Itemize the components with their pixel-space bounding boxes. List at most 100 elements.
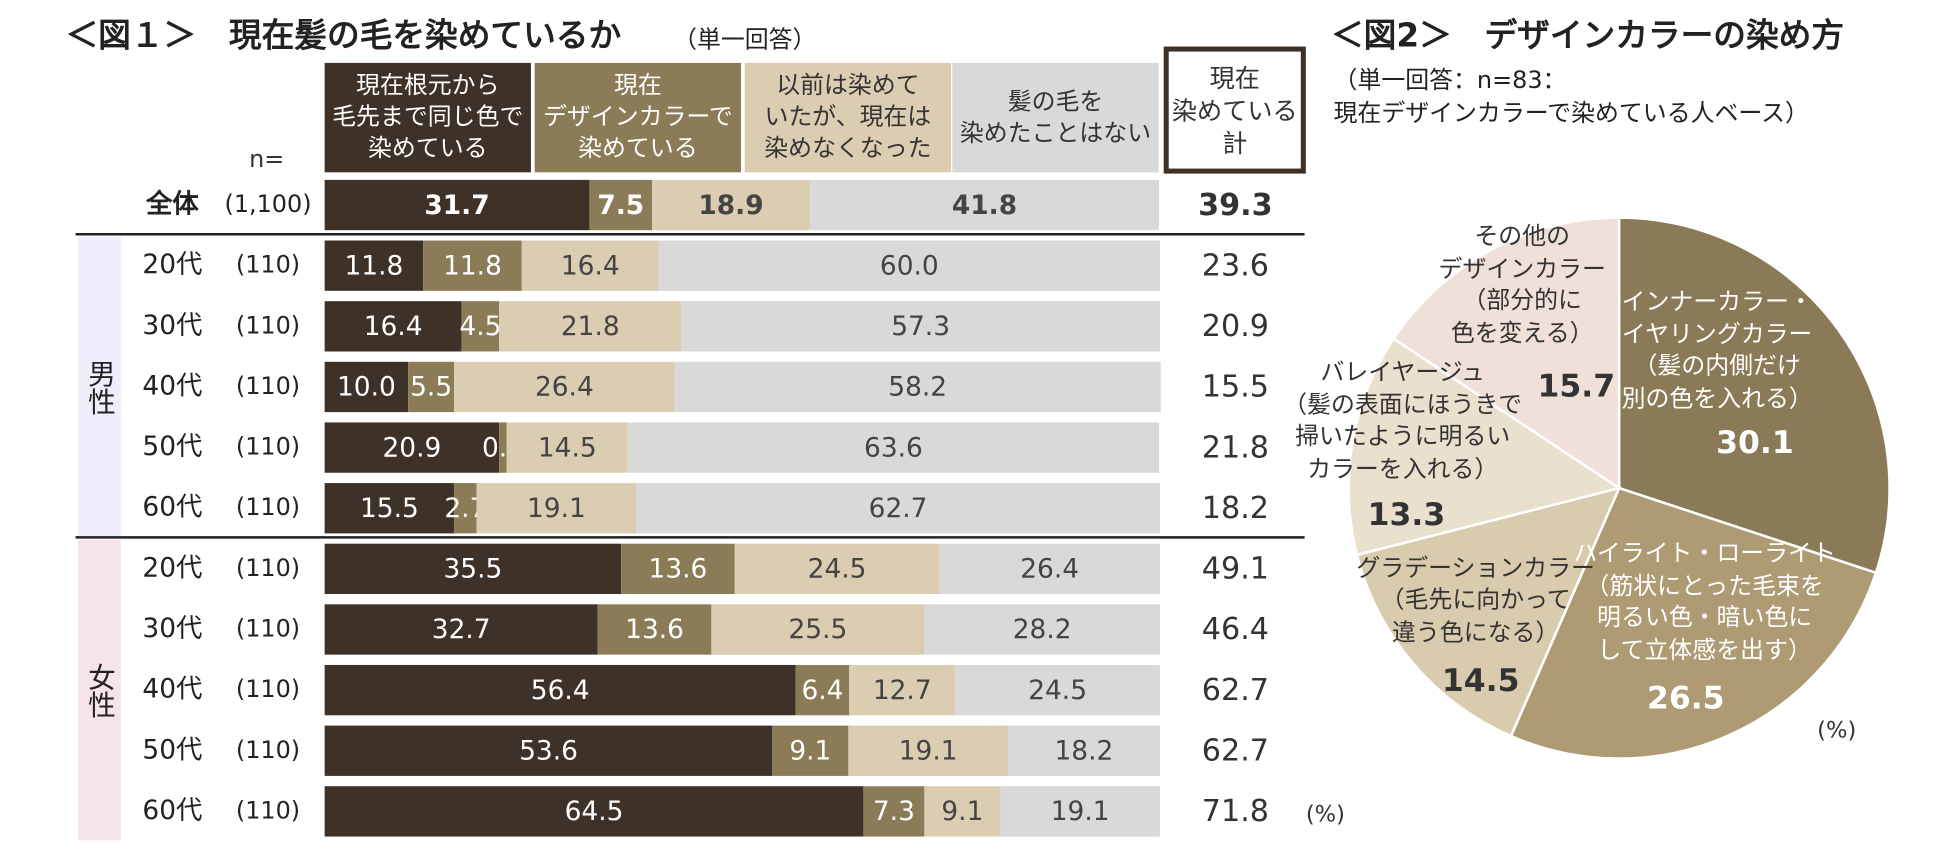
total-value: 20.9 [1202, 309, 1269, 344]
category-label: 50代 [142, 431, 202, 462]
pie-slice [1355, 486, 1622, 738]
bar-segment [324, 361, 409, 413]
chart-title: ＜図2＞ デザインカラーの染め方 [1331, 17, 1844, 55]
total-header: 現在 染めている 計 [1171, 62, 1298, 158]
value-label: 10.0 [337, 372, 396, 403]
bar-segment [324, 179, 590, 231]
bar-segment [772, 725, 849, 776]
group-label: 男性 [83, 359, 115, 415]
slice-value: 13.3 [1368, 497, 1446, 533]
legend-label-box: 以前は染めて いたが、現在は 染めなくなった [764, 72, 931, 163]
value-label: 24.5 [808, 554, 867, 585]
value-label: 28.2 [1013, 614, 1072, 645]
slice-label-box: グラデーションカラー （毛先に向かって 違う色になる） [1356, 554, 1595, 646]
n-label: (1,100) [224, 190, 311, 218]
bar-segment [597, 604, 712, 655]
group-label: 女性 [83, 662, 115, 718]
total-value: 15.5 [1202, 370, 1269, 405]
category-label: 20代 [142, 249, 202, 280]
value-label: 20.9 [383, 432, 442, 463]
value-label: 4.5 [459, 311, 501, 342]
bar-segment [955, 664, 1160, 716]
value-label: 58.2 [888, 372, 947, 403]
value-label: 11.8 [345, 250, 404, 281]
bar-segment [408, 361, 455, 413]
total-value: 21.8 [1202, 430, 1269, 465]
value-label: 26.4 [535, 372, 594, 403]
bar-segment [454, 483, 477, 534]
category-label: 30代 [142, 613, 202, 644]
value-label: 13.6 [649, 554, 708, 585]
slice-value: 30.1 [1716, 425, 1794, 461]
slice-label: その他の デザインカラー （部分的に 色を変える） [1438, 222, 1606, 347]
value-label: 9.1 [789, 736, 831, 767]
bar-segment [681, 301, 1160, 352]
bar-segment [674, 361, 1161, 413]
value-label: 18.9 [698, 190, 763, 221]
legend-swatch [324, 62, 531, 173]
legend-swatch [744, 62, 952, 173]
category-label: 60代 [142, 795, 202, 826]
bar-segment [636, 483, 1160, 534]
total-value: 62.7 [1202, 734, 1269, 769]
value-label: 11.8 [443, 250, 502, 281]
n-label: (110) [236, 372, 300, 400]
pie-slice [1617, 216, 1891, 575]
value-label: 32.7 [432, 614, 491, 645]
value-label: 57.3 [891, 311, 950, 342]
category-label: 40代 [142, 674, 202, 705]
n-label: (110) [236, 736, 300, 764]
bar-segment [324, 786, 864, 837]
group-label-box: 女性 [83, 662, 115, 718]
value-label: 56.4 [531, 675, 590, 706]
n-header: n= [249, 145, 284, 173]
n-label: (110) [236, 311, 300, 339]
value-label: 13.6 [625, 614, 684, 645]
category-label: 50代 [142, 734, 202, 765]
bar-segment [521, 240, 659, 291]
bar-segment [849, 664, 956, 716]
total-value: 46.4 [1202, 612, 1269, 647]
bar-segment [658, 240, 1160, 291]
value-label: 16.4 [364, 311, 423, 342]
value-label: 12.7 [873, 675, 932, 706]
bar-segment [627, 422, 1160, 473]
n-label: (110) [236, 675, 300, 703]
bar-segment [476, 483, 637, 534]
legend-swatch [952, 62, 1159, 173]
value-label: 21.8 [561, 311, 620, 342]
bar-segment [499, 301, 682, 352]
value-label: 19.1 [899, 736, 958, 767]
total-header-box: 現在 染めている 計 [1171, 62, 1298, 158]
n-label: (110) [236, 493, 300, 521]
chart-subtitle-box: （単一回答：n=83： 現在デザインカラーで染めている人ベース） [1334, 67, 1809, 127]
bar-segment [499, 422, 507, 473]
value-label: 63.6 [864, 432, 923, 463]
value-label: 31.7 [424, 190, 489, 221]
total-header-frame [1163, 46, 1306, 174]
bar-segment [652, 179, 810, 231]
bar-segment [734, 543, 940, 595]
slice-label: バレイヤージュ （髪の表面にほうきで 掃いたように明るい カラーを入れる） [1283, 358, 1523, 483]
value-label: 15.5 [360, 493, 419, 524]
value-label: 19.1 [527, 493, 586, 524]
bar-segment [848, 725, 1008, 776]
slice-value: 15.7 [1538, 368, 1616, 404]
slice-label-box: インナーカラー・ イヤリングカラー （髪の内側だけ 別の色を入れる） [1622, 288, 1813, 412]
bar-segment [324, 725, 773, 776]
legend-label-box: 現在 デザインカラーで 染めている [543, 72, 733, 163]
slice-label: ハイライト・ローライト （筋状にとった毛束を 明るい色・暗い色に して立体感を出… [1573, 539, 1836, 664]
bar-segment [324, 422, 500, 473]
value-label: 14.5 [538, 432, 597, 463]
bar-segment [454, 361, 675, 413]
legend-label-box: 現在根元から 毛先まで同じ色で 染めている [332, 72, 523, 163]
group-box [78, 539, 121, 841]
bar-segment [621, 543, 735, 595]
bar-segment [461, 301, 500, 352]
bar-segment [589, 179, 653, 231]
value-label: 64.5 [565, 796, 624, 827]
n-label: (110) [236, 554, 300, 582]
bar-segment [324, 240, 424, 291]
bar-segment [324, 301, 462, 352]
n-label: (110) [236, 614, 300, 642]
